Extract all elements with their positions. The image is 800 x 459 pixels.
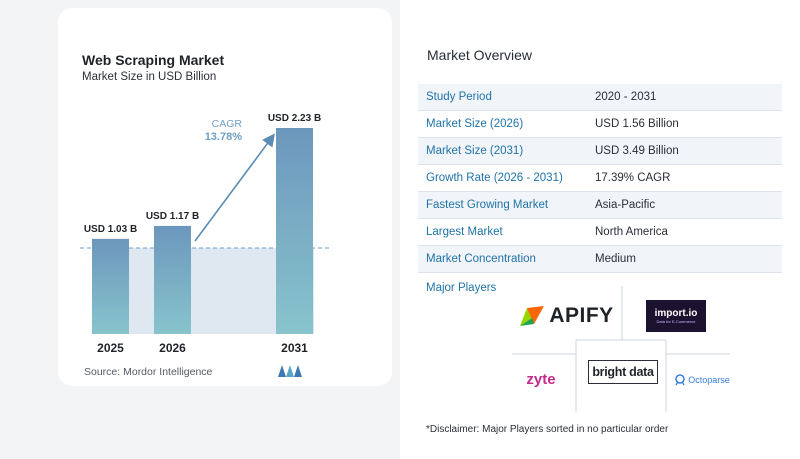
row-value: Asia-Pacific — [595, 199, 656, 211]
importio-tagline: Data for E-Commerce — [656, 319, 696, 324]
importio-logo: import.io Data for E-Commerce — [646, 300, 706, 332]
octoparse-mark-icon — [675, 374, 685, 386]
bar-value-label: USD 2.23 B — [268, 113, 321, 124]
apify-logo: APIFY — [516, 300, 616, 332]
importio-wordmark: import.io — [654, 308, 698, 319]
overview-row: Market Size (2031) USD 3.49 Billion — [418, 138, 782, 165]
zyte-logo: zyte — [516, 368, 566, 390]
row-key: Fastest Growing Market — [426, 199, 549, 211]
x-tick-label: 2026 — [159, 341, 186, 355]
players-grid — [512, 286, 730, 412]
row-key: Market Size (2026) — [426, 118, 524, 130]
chart-title: Web Scraping Market — [82, 52, 225, 68]
octoparse-wordmark: Octoparse — [688, 375, 730, 385]
row-value: 2020 - 2031 — [595, 91, 657, 103]
octoparse-logo: Octoparse — [674, 370, 730, 390]
bar-2026 — [154, 225, 191, 334]
row-key: Largest Market — [426, 226, 503, 238]
row-key: Study Period — [426, 91, 492, 103]
disclaimer: *Disclaimer: Major Players sorted in no … — [426, 424, 669, 435]
source-note: Source: Mordor Intelligence — [84, 366, 213, 378]
bar-2025 — [92, 238, 129, 334]
apify-wordmark: APIFY — [549, 304, 614, 327]
row-value: 17.39% CAGR — [595, 172, 671, 184]
overview-row: Growth Rate (2026 - 2031) 17.39% CAGR — [418, 165, 782, 192]
bar-value-label: USD 1.17 B — [146, 211, 199, 222]
brightdata-logo: bright data — [588, 360, 658, 384]
overview-row: Study Period 2020 - 2031 — [418, 84, 782, 111]
mordor-logo-icon — [278, 365, 302, 377]
cagr-arrow — [194, 133, 275, 242]
bar-value-label: USD 1.03 B — [84, 224, 137, 235]
apify-mark-icon — [520, 306, 545, 326]
overview-row: Largest Market North America — [418, 219, 782, 246]
overview-row: Market Size (2026) USD 1.56 Billion — [418, 111, 782, 138]
brightdata-wordmark: bright data — [592, 365, 654, 379]
cagr-label: CAGR — [212, 118, 243, 130]
bar-chart: USD 1.03 B 2025 USD 1.17 B 2026 USD 2.23 B 20… — [80, 113, 330, 355]
row-key: Growth Rate (2026 - 2031) — [426, 172, 563, 184]
row-value: USD 3.49 Billion — [595, 145, 679, 157]
major-players-label: Major Players — [426, 282, 497, 294]
cagr-value: 13.78% — [205, 131, 243, 143]
row-value: North America — [595, 226, 668, 238]
overview-row: Fastest Growing Market Asia-Pacific — [418, 192, 782, 219]
chart-subtitle: Market Size in USD Billion — [82, 71, 217, 83]
overview-row: Market Concentration Medium — [418, 246, 782, 273]
row-key: Market Size (2031) — [426, 145, 524, 157]
overview-panel — [400, 0, 800, 459]
x-tick-label: 2025 — [97, 341, 124, 355]
zyte-wordmark: zyte — [526, 370, 556, 388]
x-tick-label: 2031 — [281, 341, 308, 355]
row-value: USD 1.56 Billion — [595, 118, 679, 130]
overview-title: Market Overview — [427, 47, 533, 63]
row-key: Market Concentration — [426, 253, 536, 265]
bar-2031 — [276, 128, 313, 334]
row-value: Medium — [595, 253, 636, 265]
